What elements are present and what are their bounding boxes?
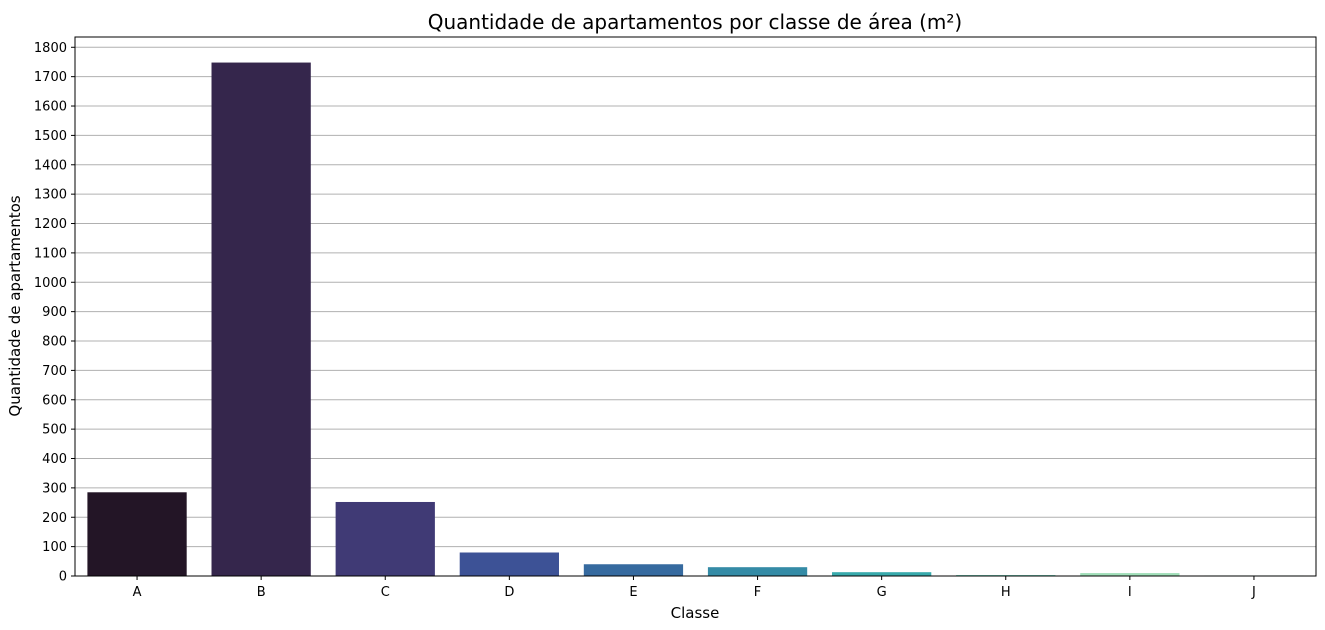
y-tick-label: 300 [42, 481, 67, 496]
x-tick-label: I [1128, 585, 1132, 600]
y-tick-label: 600 [42, 393, 67, 408]
x-tick-label: H [1001, 585, 1011, 600]
x-tick-label: A [133, 585, 142, 600]
x-tick-label: B [257, 585, 266, 600]
bar-F [707, 567, 808, 576]
x-tick-label: G [877, 585, 887, 600]
y-axis-label: Quantidade de apartamentos [6, 195, 24, 416]
bar-D [459, 552, 559, 576]
x-axis-label: Classe [671, 604, 720, 622]
y-tick-label: 1700 [34, 70, 67, 85]
plot-frame [74, 36, 1317, 577]
y-tick-label: 1200 [34, 217, 67, 232]
y-tick-label: 1100 [34, 246, 67, 261]
bar-B [211, 62, 311, 577]
x-tick-label: E [629, 585, 637, 600]
bar-G [832, 572, 932, 576]
chart-title: Quantidade de apartamentos por classe de… [428, 10, 963, 34]
y-tick-label: 1800 [34, 41, 67, 56]
y-tick-label: 1300 [34, 188, 67, 203]
y-tick-label: 500 [42, 423, 67, 438]
y-tick-label: 1600 [34, 100, 67, 115]
y-tick-label: 1500 [34, 129, 67, 144]
bars [87, 62, 1304, 577]
y-axis: 0 100 200 300 400 500 600 700 800 900 1000 1100 1200… [34, 41, 75, 585]
bar-E [583, 564, 684, 576]
bar-I [1080, 573, 1180, 576]
y-tick-label: 100 [42, 540, 67, 555]
x-tick-label: F [754, 585, 761, 600]
y-tick-label: 700 [42, 364, 67, 379]
x-tick-label: J [1251, 585, 1256, 600]
y-tick-label: 1000 [34, 276, 67, 291]
y-tick-label: 400 [42, 452, 67, 467]
y-tick-label: 1400 [34, 158, 67, 173]
y-tick-label: 900 [42, 305, 67, 320]
x-tick-label: C [381, 585, 390, 600]
y-tick-label: 200 [42, 511, 67, 526]
y-tick-label: 0 [59, 570, 67, 585]
bar-A [87, 492, 187, 576]
y-tick-label: 800 [42, 335, 67, 350]
x-tick-label: D [504, 585, 514, 600]
bar-C [335, 501, 435, 576]
x-axis: A B C D E F G H I J [133, 576, 1256, 600]
